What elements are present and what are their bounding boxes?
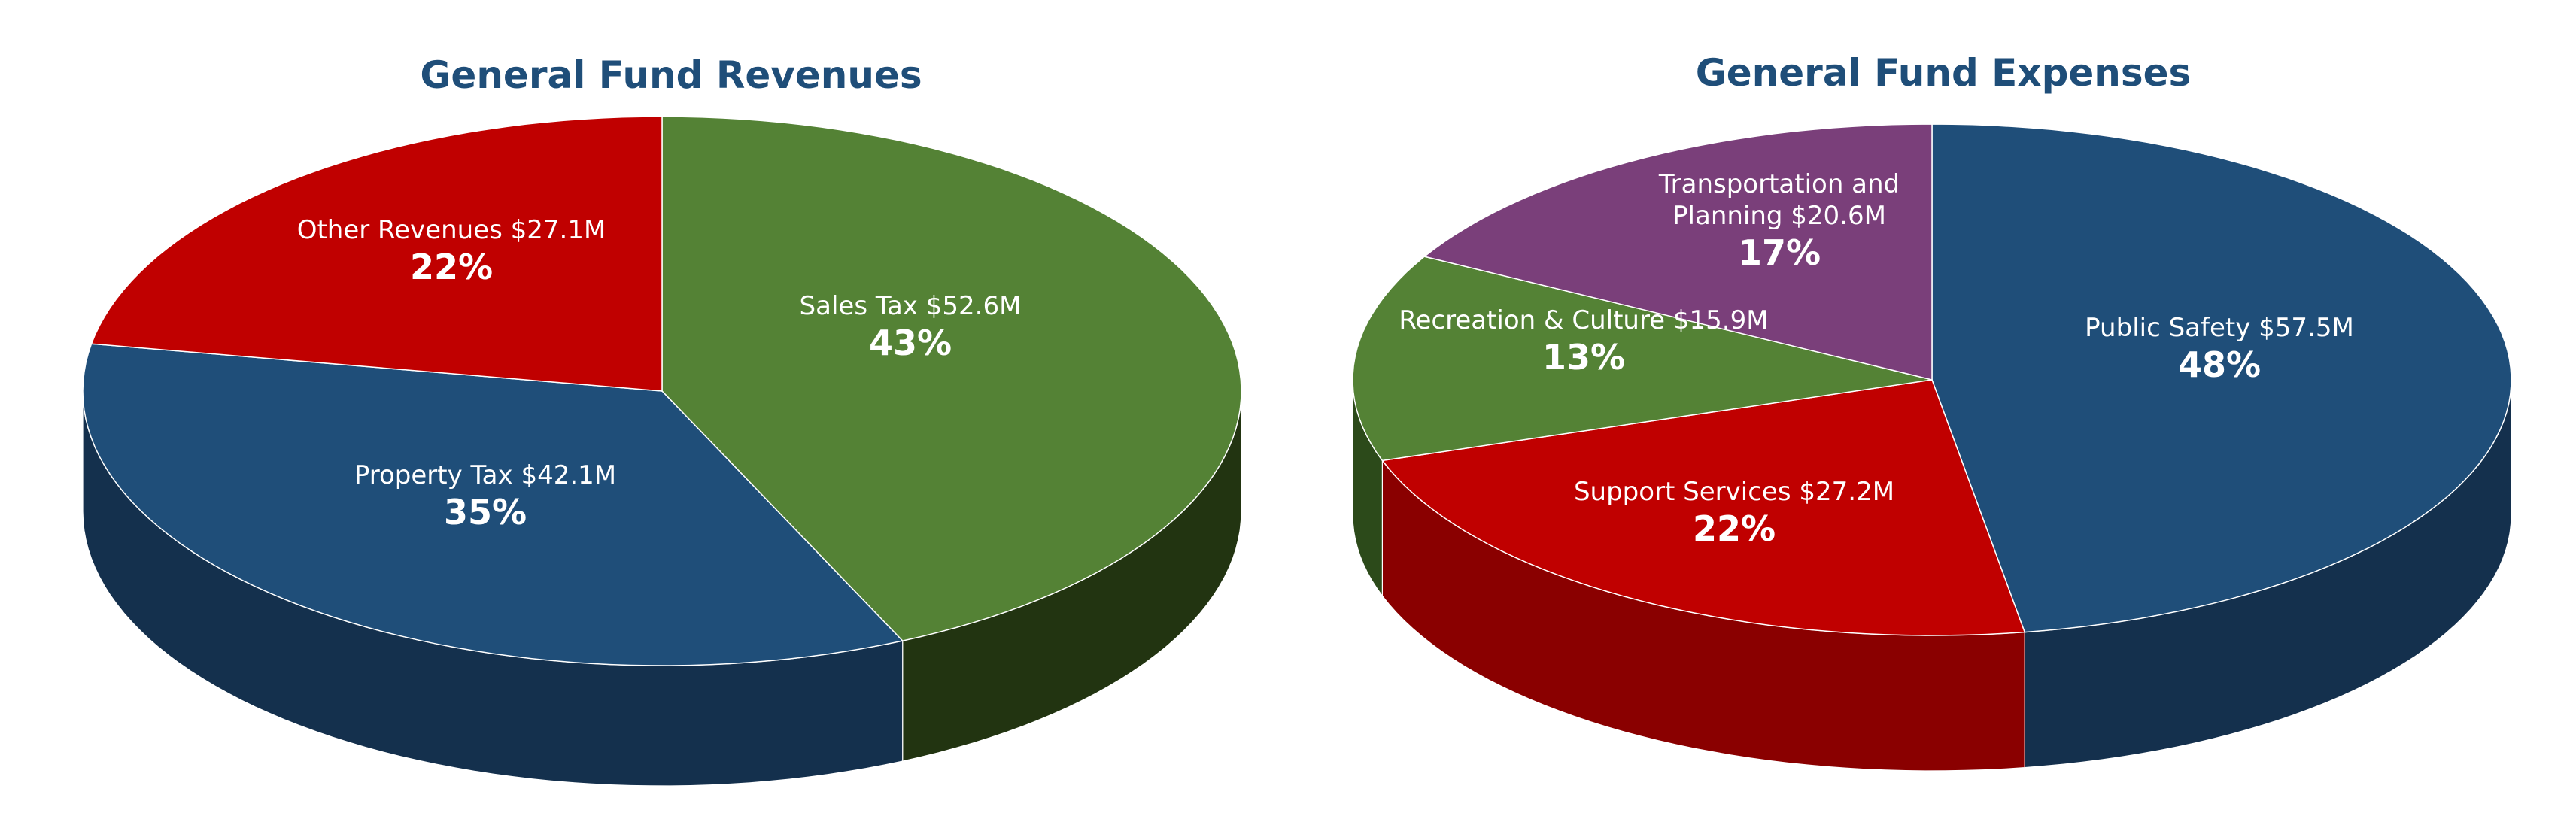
expenses-slice-percent-2: 13% [1542, 337, 1625, 378]
revenues-slice-percent-2: 22% [410, 247, 493, 287]
expenses-chart-title: General Fund Expenses [1696, 51, 2192, 95]
expenses-slice-label-text-3-0: Transportation and [1658, 169, 1900, 199]
expenses-slice-percent-1: 22% [1693, 508, 1776, 549]
expenses-slice-3 [1423, 123, 1933, 381]
expenses-slice-label-text-3-1: Planning $20.6M [1672, 201, 1886, 231]
revenues-slice-label-text-1: Property Tax $42.1M [354, 460, 616, 490]
revenues-slice-label-text-0: Sales Tax $52.6M [800, 291, 1022, 321]
expenses-slice-label-text-0: Public Safety $57.5M [2085, 313, 2354, 343]
expenses-slice-percent-3: 17% [1738, 232, 1821, 273]
revenues-pie-chart: General Fund Revenues Sales Tax $52.6M43… [82, 53, 1242, 787]
expenses-slice-0 [1931, 123, 2512, 633]
expenses-pie-chart: General Fund Expenses Public Safety $57.… [1352, 51, 2512, 772]
revenues-slice-0 [661, 116, 1242, 641]
revenues-chart-title: General Fund Revenues [420, 53, 922, 97]
expenses-slice-label-text-1: Support Services $27.2M [1574, 477, 1894, 507]
revenues-slice-percent-0: 43% [869, 323, 952, 363]
expenses-slice-1 [1381, 379, 2025, 636]
expenses-slice-label-text-2: Recreation & Culture $15.9M [1399, 305, 1768, 335]
revenues-slice-label-text-2: Other Revenues $27.1M [297, 215, 606, 245]
expenses-slice-percent-0: 48% [2178, 344, 2261, 385]
revenues-slice-percent-1: 35% [444, 492, 527, 532]
expenses-pie-tops [1352, 123, 2512, 636]
revenues-pie-tops [82, 116, 1242, 666]
revenues-slice-1 [82, 343, 904, 666]
revenues-slice-2 [90, 116, 663, 392]
expenses-slice-2 [1352, 256, 1933, 462]
